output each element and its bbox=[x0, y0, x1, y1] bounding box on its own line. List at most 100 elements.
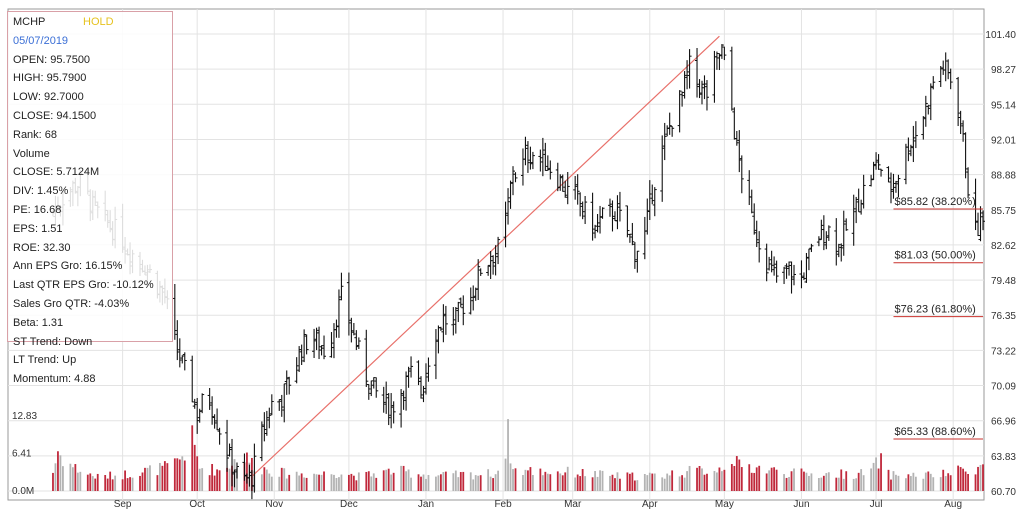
ohlc-bar bbox=[525, 141, 530, 173]
ohlc-bar bbox=[782, 266, 787, 285]
ohlc-bar bbox=[854, 196, 859, 224]
volume-bar bbox=[149, 465, 151, 491]
volume-bar bbox=[86, 474, 89, 491]
ohlc-bar bbox=[789, 261, 794, 294]
volume-bar bbox=[651, 473, 654, 491]
volume-bar bbox=[765, 473, 768, 491]
volume-bar bbox=[626, 472, 629, 491]
volume-bar bbox=[191, 425, 194, 491]
y-tick-label: 66.96 bbox=[991, 417, 1016, 428]
volume-bar bbox=[474, 475, 477, 491]
volume-bar bbox=[350, 473, 353, 491]
x-tick-label: Dec bbox=[340, 499, 358, 510]
ohlc-bar bbox=[908, 144, 913, 157]
ohlc-bar bbox=[667, 112, 672, 135]
y-tick-label: 95.14 bbox=[991, 100, 1016, 111]
volume-bar bbox=[462, 471, 465, 491]
stat-st-trend: ST Trend: Down bbox=[13, 335, 93, 348]
volume-bar bbox=[631, 472, 634, 491]
x-tick-label: Jul bbox=[870, 499, 883, 510]
volume-bar bbox=[457, 477, 460, 491]
volume-bar bbox=[753, 472, 756, 491]
volume-tick-label: 12.83 bbox=[12, 411, 37, 422]
ohlc-bar bbox=[871, 161, 876, 181]
volume-bar bbox=[698, 465, 701, 491]
volume-bar bbox=[347, 474, 350, 491]
volume-bar bbox=[671, 470, 674, 491]
ohlc-bar bbox=[336, 289, 341, 338]
volume-bar bbox=[76, 472, 79, 491]
volume-bar bbox=[748, 464, 751, 491]
volume-bar bbox=[663, 478, 666, 491]
volume-bar bbox=[425, 478, 427, 491]
ohlc-bar bbox=[421, 386, 426, 403]
volume-bar bbox=[228, 468, 231, 491]
stat-beta: Beta: 1.31 bbox=[13, 316, 64, 329]
volume-bar bbox=[288, 474, 291, 491]
ohlc-bar bbox=[963, 132, 968, 179]
ohlc-bar bbox=[354, 330, 359, 351]
volume-bar bbox=[246, 452, 248, 491]
ohlc-bar bbox=[617, 191, 622, 222]
volume-bar bbox=[720, 471, 723, 491]
ohlc-bar bbox=[652, 187, 657, 217]
ohlc-bar bbox=[938, 66, 943, 87]
ohlc-bar bbox=[545, 155, 550, 171]
volume-bar bbox=[437, 475, 440, 491]
ohlc-bar bbox=[869, 174, 874, 187]
ohlc-bar bbox=[230, 438, 235, 487]
stat-pe: PE: 16.68 bbox=[13, 203, 62, 216]
volume-bar bbox=[193, 444, 196, 491]
ohlc-bar bbox=[195, 397, 200, 434]
ohlc-bar bbox=[801, 272, 806, 281]
volume-bar bbox=[785, 477, 788, 491]
volume-bar bbox=[52, 472, 54, 491]
volume-bar bbox=[793, 468, 795, 491]
ohlc-bar bbox=[177, 338, 182, 368]
volume-bar bbox=[492, 478, 495, 491]
volume-tick-label: 0.0M bbox=[12, 486, 34, 497]
ohlc-bar bbox=[734, 131, 739, 146]
volume-bar bbox=[974, 474, 977, 491]
volume-bar bbox=[842, 478, 845, 491]
volume-bar bbox=[696, 467, 698, 491]
volume-bar bbox=[636, 480, 639, 491]
volume-bar bbox=[924, 472, 927, 491]
volume-bar bbox=[803, 471, 805, 491]
stat-sales-growth-qtr: Sales Gro QTR: -4.03% bbox=[13, 297, 130, 310]
ohlc-bar bbox=[754, 220, 759, 248]
ohlc-bar bbox=[349, 317, 354, 343]
y-tick-label: 82.62 bbox=[991, 241, 1016, 252]
volume-bar bbox=[109, 471, 112, 491]
ohlc-bar bbox=[928, 83, 933, 121]
volume-bar bbox=[400, 465, 403, 491]
ohlc-bar bbox=[426, 357, 431, 382]
volume-bar bbox=[320, 474, 323, 491]
volume-bar bbox=[556, 471, 559, 491]
volume-bar bbox=[352, 475, 355, 491]
ohlc-bar bbox=[356, 337, 361, 350]
ohlc-bar bbox=[259, 421, 264, 462]
ohlc-bar bbox=[503, 201, 508, 248]
stat-volume-heading: Volume bbox=[13, 147, 50, 160]
volume-bar bbox=[323, 471, 325, 491]
ohlc-bar bbox=[565, 171, 570, 205]
y-tick-label: 73.22 bbox=[991, 346, 1016, 357]
ohlc-bar bbox=[374, 377, 379, 398]
volume-bar bbox=[454, 470, 457, 491]
ohlc-bar bbox=[496, 236, 501, 265]
ohlc-bar bbox=[819, 219, 824, 241]
ohlc-bar bbox=[277, 398, 282, 411]
volume-bar bbox=[962, 468, 965, 491]
volume-bar bbox=[295, 471, 298, 491]
volume-bar bbox=[733, 465, 736, 491]
volume-bar bbox=[633, 480, 636, 491]
volume-bar bbox=[979, 464, 982, 491]
fib-level-label: $85.82 (38.20%) bbox=[894, 196, 975, 208]
y-tick-label: 85.75 bbox=[991, 206, 1016, 217]
volume-bar bbox=[477, 475, 480, 491]
volume-bar bbox=[159, 462, 161, 491]
volume-bar bbox=[870, 468, 872, 491]
ohlc-bar bbox=[769, 250, 774, 273]
volume-bar bbox=[94, 478, 97, 491]
